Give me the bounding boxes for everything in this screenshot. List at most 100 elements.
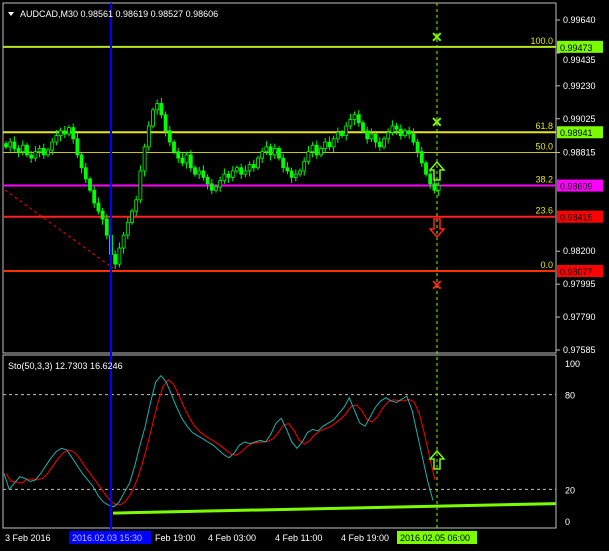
- price-tick-label: 0.98815: [563, 147, 596, 157]
- price-tick-label: 0.97790: [563, 312, 596, 322]
- green-x-icon: ✕: [431, 29, 443, 45]
- candle: [365, 130, 370, 140]
- price-tick-label: 0.98200: [563, 246, 596, 256]
- candle: [386, 132, 391, 140]
- price-label-box: [557, 126, 603, 139]
- candle: [344, 125, 349, 137]
- candle: [377, 141, 382, 148]
- fibo-level-label: 38.2: [535, 175, 553, 185]
- candle: [323, 141, 328, 149]
- candle: [415, 141, 420, 153]
- fibo-level-label: 100.0: [530, 36, 553, 46]
- candle: [83, 167, 88, 180]
- candle: [20, 144, 25, 153]
- stochastic-label: Sto(50,3,3) 12.7303 16.6246: [8, 361, 123, 371]
- candle: [134, 199, 139, 212]
- fibo-level-label: 0.0: [540, 260, 553, 270]
- candle: [293, 173, 298, 178]
- candle: [146, 125, 151, 148]
- candle: [256, 157, 260, 169]
- candle: [113, 254, 118, 265]
- candle: [92, 189, 97, 204]
- dropdown-triangle-icon[interactable]: [8, 12, 14, 16]
- price-label: 0.99473: [560, 43, 593, 53]
- candle: [138, 170, 143, 201]
- candle: [319, 148, 323, 156]
- candle: [96, 202, 101, 212]
- candle: [243, 170, 248, 175]
- candle: [29, 154, 34, 159]
- price-label: 0.98077: [560, 267, 593, 277]
- candle: [411, 133, 416, 143]
- candle: [79, 154, 84, 169]
- candle: [432, 183, 437, 191]
- green-x-icon: ✕: [431, 114, 443, 130]
- price-tick-label: 0.99230: [563, 81, 596, 91]
- candle: [121, 234, 126, 249]
- candle: [260, 151, 265, 159]
- candle: [428, 173, 433, 185]
- candle: [407, 130, 412, 135]
- candle: [285, 167, 290, 172]
- price-label: 0.98941: [560, 128, 593, 138]
- stoch-level-label: 0: [565, 517, 570, 527]
- fibonacci-levels[interactable]: 100.0 0.99473 61.8 0.98941 50.0 38.2 0.98609 23…: [3, 36, 603, 277]
- time-label: 4 Feb 19:00: [341, 533, 389, 543]
- stoch-level-label: 80: [565, 391, 575, 401]
- fibo-level-label: 61.8: [535, 121, 553, 131]
- candle: [16, 148, 21, 153]
- price-axis: 0.99640 0.99435 0.99230 0.99025 0.98815 0.982…: [556, 15, 596, 355]
- candle: [356, 114, 361, 124]
- candle: [361, 122, 365, 132]
- candle: [176, 151, 181, 159]
- candle: [369, 133, 374, 140]
- candle: [155, 103, 160, 111]
- price-label-box: [557, 40, 603, 53]
- candle: [188, 154, 193, 169]
- candle: [264, 146, 269, 153]
- red-x-icon: ✕: [431, 277, 443, 293]
- blue-cursor-time-box: [69, 531, 151, 544]
- price-label-box: [557, 179, 603, 192]
- candle: [298, 170, 302, 175]
- candle: [205, 176, 210, 185]
- chart-header: AUDCAD,M30 0.98561 0.98619 0.98527 0.986…: [8, 9, 218, 19]
- price-tick-label: 0.97585: [563, 345, 596, 355]
- candle: [268, 146, 273, 156]
- candle: [163, 114, 168, 132]
- up-arrow-icon: [428, 160, 446, 181]
- candle: [214, 186, 218, 191]
- candle: [327, 141, 332, 148]
- candle: [331, 138, 336, 148]
- candle: [180, 157, 185, 164]
- candle: [117, 247, 122, 265]
- candle: [390, 125, 395, 133]
- candle: [302, 160, 307, 172]
- candle: [54, 135, 59, 143]
- price-label-box: [557, 264, 603, 277]
- candle: [314, 144, 319, 156]
- stoch-level-label: 100: [565, 359, 580, 369]
- candle: [235, 167, 239, 172]
- candle: [222, 173, 227, 181]
- green-cursor-time-box: [397, 531, 477, 544]
- candle: [335, 132, 340, 140]
- candle: [277, 148, 281, 159]
- candle: [88, 178, 92, 191]
- candle: [33, 151, 38, 159]
- candle: [167, 130, 172, 143]
- candle: [373, 133, 378, 143]
- candle: [352, 114, 357, 120]
- candle: [201, 170, 206, 178]
- stoch-main-line: [3, 374, 434, 508]
- fibo-trendline[interactable]: [4, 189, 114, 269]
- blue-cursor-time: 2016.02.03 15:30: [72, 533, 142, 543]
- stoch-trendline[interactable]: [112, 502, 557, 515]
- fibo-level-label: 50.0: [535, 141, 553, 151]
- candle: [62, 130, 67, 135]
- candle: [398, 128, 403, 137]
- fibo-level-label: 23.6: [535, 206, 553, 216]
- candle: [50, 141, 55, 151]
